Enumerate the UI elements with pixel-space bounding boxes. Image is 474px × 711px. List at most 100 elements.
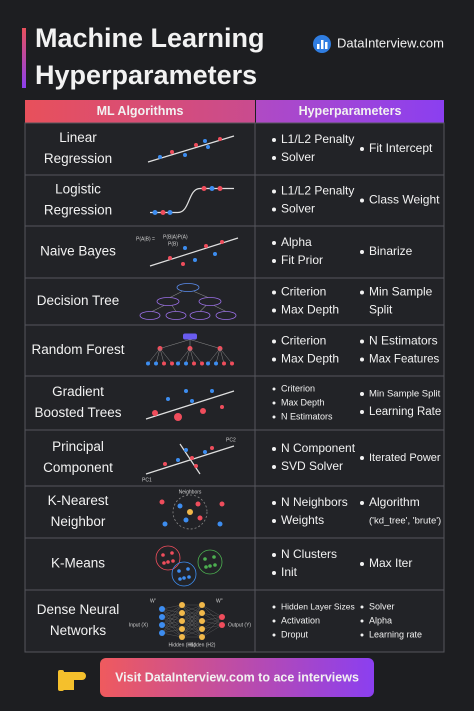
algorithm-name: Dense Neural xyxy=(37,602,120,617)
hyperparameter: Iterated Power xyxy=(369,452,441,464)
hyperparameter: N Neighbors xyxy=(281,495,348,509)
algorithm-name: Logistic xyxy=(55,182,101,197)
bullet xyxy=(360,250,364,254)
figure-dot xyxy=(184,389,188,393)
figure-label: P(A|B) = xyxy=(136,236,155,242)
figure-dot xyxy=(184,361,188,366)
figure-dot xyxy=(212,555,216,559)
figure-dot xyxy=(176,458,180,462)
bullet xyxy=(360,619,364,623)
bullet xyxy=(272,571,276,575)
figure-dot xyxy=(158,155,162,159)
hyperparameter: Learning rate xyxy=(369,629,422,639)
figure-dot xyxy=(171,559,175,563)
figure-dot xyxy=(186,567,190,571)
hyperparameter: SVD Solver xyxy=(281,459,343,473)
figure-label: P(B) xyxy=(168,241,178,247)
bullet xyxy=(272,519,276,523)
hyperparameter: Activation xyxy=(281,615,320,625)
hyperparameter: Fit Prior xyxy=(281,253,323,267)
figure-dot xyxy=(187,509,193,515)
hyperparameter: Solver xyxy=(281,150,315,164)
figure-dot xyxy=(174,413,182,421)
bullet xyxy=(272,207,276,212)
hyperparameter: Weights xyxy=(281,513,324,527)
bullet xyxy=(272,290,276,295)
algorithm-figure xyxy=(139,283,237,320)
figure-line xyxy=(147,348,161,364)
figure-dot xyxy=(213,563,217,567)
cta-text[interactable]: Visit DataInterview.com to ace interview… xyxy=(115,670,359,684)
bullet xyxy=(272,605,276,609)
hyperparameter: Max Depth xyxy=(281,352,339,366)
algorithm-figure: P(A|B) = P(B|A)P(A)P(B) xyxy=(136,234,239,267)
table-body: Linear Regression L1/L2 Penalty Solver Fit I… xyxy=(24,122,445,653)
figure-dot xyxy=(195,501,201,507)
figure-node xyxy=(171,561,197,587)
figure-dot xyxy=(160,210,166,215)
column-header: Hyperparameters xyxy=(299,104,402,118)
figure-dot xyxy=(194,464,198,468)
algorithm-name: Naive Bayes xyxy=(40,244,116,259)
figure-line xyxy=(151,305,165,312)
bullet xyxy=(360,410,364,414)
figure-label: PC2 xyxy=(226,437,236,443)
figure-label: Input (X) xyxy=(129,622,149,628)
figure-dot xyxy=(152,410,158,416)
figure-line xyxy=(161,612,183,634)
figure-dot xyxy=(162,361,166,366)
algorithm-name: Decision Tree xyxy=(37,293,120,308)
figure-label: Neighbors xyxy=(179,489,202,495)
figure-dot xyxy=(201,186,207,191)
figure-dot xyxy=(199,602,205,608)
figure-line xyxy=(171,305,177,312)
figure-dot xyxy=(159,499,165,505)
figure-dot xyxy=(194,143,198,147)
figure-dot xyxy=(167,210,173,215)
hyperparameter: Init xyxy=(281,565,298,579)
figure-dot xyxy=(199,610,205,616)
bullet xyxy=(360,562,364,566)
figure-line xyxy=(201,624,223,638)
figure-dot xyxy=(203,557,207,561)
figure-line xyxy=(181,620,203,638)
pointing-hand xyxy=(58,670,86,691)
figure-dot xyxy=(206,361,210,366)
figure-dot xyxy=(178,577,182,581)
hyperparameter: Class Weight xyxy=(369,193,440,207)
figure-label: Hidden (H2) xyxy=(189,642,216,648)
figure-line xyxy=(185,348,191,364)
bullet xyxy=(272,447,276,451)
figure-dot xyxy=(206,145,210,149)
figure-line xyxy=(145,390,235,420)
hyperparameter: Split xyxy=(369,303,393,317)
cta-button[interactable] xyxy=(100,658,374,697)
figure-line xyxy=(181,604,203,630)
figure-dot xyxy=(193,258,197,262)
table-cell xyxy=(254,324,445,377)
bullet xyxy=(272,156,276,160)
hyperparameter: Max Features xyxy=(369,354,440,366)
figure-dot xyxy=(209,186,215,191)
figure-dot xyxy=(182,576,186,580)
figure-dot xyxy=(222,361,226,366)
title: Hyperparameters xyxy=(35,60,257,90)
bullet xyxy=(272,401,276,405)
hyperparameter: N Estimators xyxy=(369,334,438,348)
hyperparameter: Solver xyxy=(281,202,315,216)
figure-dot xyxy=(199,626,205,632)
figure-line xyxy=(181,604,203,622)
figure-line xyxy=(161,604,183,626)
hyperparameter: Criterion xyxy=(281,383,315,393)
figure-node xyxy=(198,297,222,306)
figure-dot xyxy=(179,610,185,616)
figure-line xyxy=(161,604,183,610)
table-cell xyxy=(254,537,445,591)
bullet xyxy=(272,619,276,623)
header-cell xyxy=(25,100,255,123)
bullet xyxy=(272,189,276,194)
figure-line xyxy=(215,348,221,364)
figure-dot xyxy=(152,210,158,215)
algorithm-name: Regression xyxy=(44,151,112,166)
